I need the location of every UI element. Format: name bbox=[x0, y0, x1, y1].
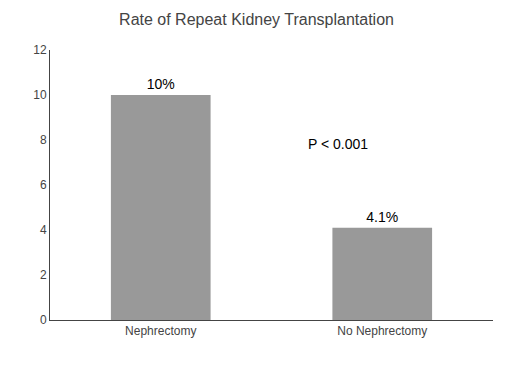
svg-text:10: 10 bbox=[33, 88, 47, 102]
svg-text:2: 2 bbox=[40, 268, 47, 282]
svg-text:P < 0.001: P < 0.001 bbox=[308, 136, 368, 152]
svg-text:8: 8 bbox=[40, 133, 47, 147]
svg-text:Rate of Repeat Kidney Transpla: Rate of Repeat Kidney Transplantation bbox=[119, 11, 394, 28]
svg-text:0: 0 bbox=[40, 313, 47, 327]
svg-text:4.1%: 4.1% bbox=[366, 209, 398, 225]
svg-text:10%: 10% bbox=[147, 76, 175, 92]
svg-text:6: 6 bbox=[40, 178, 47, 192]
svg-text:Nephrectomy: Nephrectomy bbox=[125, 324, 196, 338]
svg-text:4: 4 bbox=[40, 223, 47, 237]
svg-text:No Nephrectomy: No Nephrectomy bbox=[337, 324, 427, 338]
svg-text:12: 12 bbox=[33, 43, 47, 57]
